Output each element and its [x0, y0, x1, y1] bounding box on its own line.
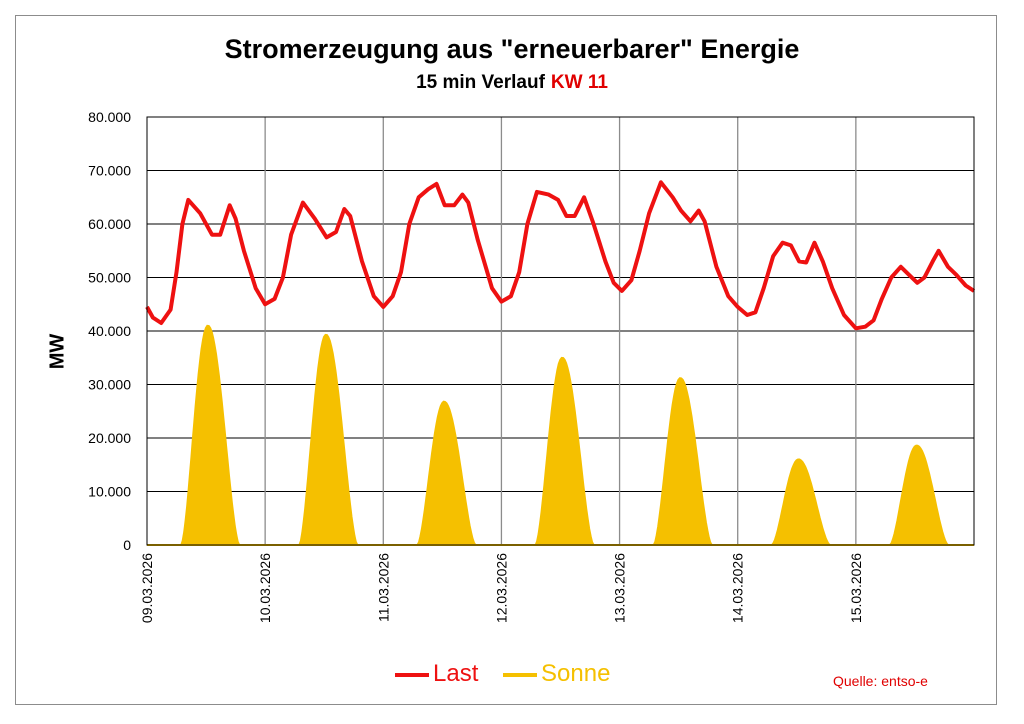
- y-tick-label: 40.000: [88, 323, 131, 339]
- y-tick-label: 0: [123, 537, 131, 553]
- x-tick-label: 11.03.2026: [375, 553, 391, 622]
- sonne-area: [147, 324, 974, 546]
- plot-border: [146, 116, 975, 546]
- last-series: [145, 180, 976, 331]
- legend-last-label: Last: [433, 660, 479, 687]
- y-tick-label: 30.000: [88, 377, 131, 393]
- legend-sonne-swatch: [503, 672, 538, 677]
- chart-subtitle: 15 min Verlauf KW 11: [0, 72, 1024, 94]
- x-tick-label: 12.03.2026: [493, 553, 509, 623]
- y-tick-label: 10.000: [88, 484, 131, 500]
- chart-title: Stromerzeugung aus "erneuerbarer" Energi…: [224, 34, 800, 64]
- last-line: [145, 180, 976, 331]
- x-tick-label: 14.03.2026: [730, 553, 746, 623]
- y-tick-label: 70.000: [88, 163, 131, 179]
- legend-sonne-label: Sonne: [541, 660, 611, 687]
- y-tick-label: 80.000: [88, 109, 131, 125]
- subtitle-week: KW 11: [550, 72, 608, 93]
- x-tick-label: 09.03.2026: [139, 553, 155, 623]
- chart-frame: [15, 15, 997, 705]
- axes: [146, 116, 975, 546]
- x-tick-label: 13.03.2026: [612, 553, 628, 623]
- y-tick-label: 20.000: [88, 430, 131, 446]
- legend-last-swatch: [395, 672, 429, 677]
- y-ticks: 0 10.000 20.000 30.000 40.000 50.000 60.000 70.…: [88, 109, 131, 553]
- source-note: Quelle: entso-e: [833, 673, 928, 689]
- sonne-series: [147, 324, 974, 546]
- x-ticks: 09.03.2026 10.03.2026 11.03.2026 12.03.2026…: [139, 553, 864, 623]
- y-tick-label: 50.000: [88, 270, 131, 286]
- legend: Last Sonne: [395, 660, 610, 688]
- x-tick-label: 10.03.2026: [257, 553, 273, 623]
- y-tick-label: 60.000: [88, 216, 131, 232]
- subtitle-text: 15 min Verlauf: [416, 72, 545, 93]
- x-tick-label: 15.03.2026: [848, 553, 864, 623]
